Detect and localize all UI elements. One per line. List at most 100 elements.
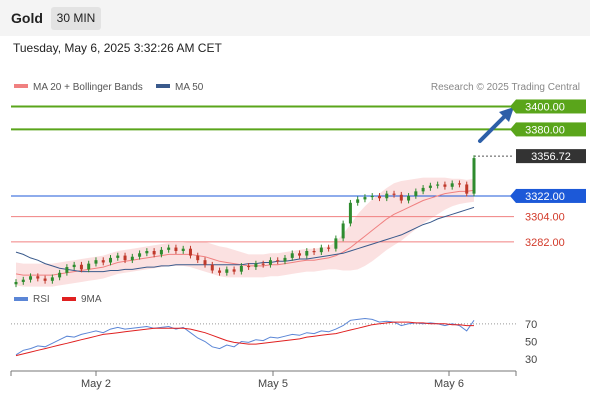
- candle-body: [232, 269, 236, 272]
- credit-text: Research © 2025 Trading Central: [431, 82, 580, 93]
- resistance-level-box: [516, 122, 586, 137]
- support-level-label: 3282.00: [525, 237, 565, 249]
- ma50-legend-swatch: [156, 84, 170, 88]
- candle-body: [14, 281, 18, 285]
- candle-body: [276, 260, 280, 262]
- ma20-legend-label: MA 20 + Bollinger Bands: [33, 82, 143, 93]
- resistance-level-label: 3400.00: [525, 101, 565, 113]
- candle-body: [218, 270, 222, 273]
- candle-body: [65, 267, 69, 273]
- candle-body: [36, 276, 40, 279]
- candle-body: [377, 195, 381, 199]
- resistance-level-label: 3380.00: [525, 124, 565, 136]
- last-price-box: [516, 149, 586, 164]
- candle-body: [101, 260, 105, 263]
- rsi-tick-label: 50: [525, 337, 537, 349]
- candle-body: [174, 247, 178, 251]
- bollinger-band: [16, 177, 474, 287]
- candle-body: [43, 278, 47, 281]
- candle-body: [457, 183, 461, 185]
- time-axis-label: May 6: [434, 378, 464, 390]
- pivot-level-box: [516, 188, 586, 203]
- pivot-level-box-pointer: [510, 188, 516, 203]
- candle-body: [392, 193, 396, 195]
- chart-datetime: Tuesday, May 6, 2025 3:32:26 AM CET: [13, 41, 222, 55]
- candle-body: [268, 260, 272, 265]
- forecast-arrow-shaft: [478, 113, 508, 143]
- candle-body: [283, 257, 287, 262]
- candle-body: [94, 260, 98, 264]
- candle-body: [247, 265, 251, 268]
- ma20-legend-swatch: [14, 84, 28, 88]
- rsi-tick-label: 30: [525, 354, 537, 366]
- candle-body: [159, 249, 163, 255]
- rsi-line: [15, 317, 475, 356]
- candle-body: [188, 248, 192, 256]
- candles: [14, 155, 476, 288]
- rsi-legend-label: RSI: [33, 294, 50, 305]
- timeframe-badge[interactable]: 30 MIN: [51, 7, 101, 30]
- pivot-level-label: 3322.00: [525, 191, 565, 203]
- candle-body: [312, 251, 316, 253]
- candle-body: [399, 194, 403, 201]
- moving-averages: [15, 189, 475, 276]
- time-axis-label: May 5: [258, 378, 288, 390]
- forecast-arrow: [478, 107, 514, 143]
- price-levels: [11, 105, 514, 243]
- candle-body: [414, 191, 418, 196]
- candle-body: [50, 277, 54, 281]
- candle-body: [203, 260, 207, 265]
- candle-body: [348, 202, 352, 224]
- resistance-level-box-pointer: [510, 122, 516, 137]
- candle-body: [116, 255, 120, 258]
- candle-body: [341, 223, 345, 239]
- candle-body: [145, 251, 149, 254]
- instrument-title: Gold: [11, 10, 43, 26]
- candle-body: [196, 255, 200, 261]
- candle-body: [254, 263, 258, 268]
- candle-body: [363, 197, 367, 200]
- candle-body: [385, 193, 389, 199]
- candle-body: [138, 253, 142, 257]
- candle-body: [298, 253, 302, 256]
- time-axis: May 2 May 5 May 6: [10, 370, 517, 390]
- candle-body: [319, 247, 323, 253]
- forecast-arrow-head: [499, 107, 514, 122]
- ma9-legend-swatch: [62, 297, 76, 301]
- candle-body: [225, 269, 229, 273]
- candle-body: [87, 263, 91, 270]
- time-axis-label: May 2: [81, 378, 111, 390]
- candle-body: [450, 183, 454, 187]
- candle-body: [167, 247, 171, 250]
- candle-body: [123, 255, 127, 261]
- candle-body: [305, 251, 309, 256]
- candle-body: [210, 264, 214, 271]
- last-price-label: 3356.72: [531, 151, 571, 163]
- candle-body: [443, 184, 447, 187]
- candle-body: [421, 187, 425, 192]
- ma9-legend-label: 9MA: [81, 294, 102, 305]
- rsi-tick-label: 70: [525, 319, 537, 331]
- candle-body: [407, 195, 411, 201]
- candle-body: [472, 158, 476, 194]
- ma50-legend-label: MA 50: [175, 82, 204, 93]
- candle-body: [436, 184, 440, 186]
- candle-body: [356, 199, 360, 203]
- candle-body: [428, 185, 432, 188]
- candle-body: [334, 238, 338, 249]
- bollinger-band-area: [16, 177, 474, 287]
- ma20-line: [15, 189, 475, 276]
- candle-body: [290, 253, 294, 258]
- candle-body: [327, 247, 331, 249]
- candle-body: [109, 257, 113, 263]
- resistance-level-box: [516, 99, 586, 114]
- support-level-label: 3304.00: [525, 212, 565, 224]
- header-bar: Gold 30 MIN: [0, 0, 590, 36]
- rsi-ma9-line: [15, 321, 474, 357]
- candle-body: [239, 265, 243, 272]
- candle-body: [58, 272, 62, 278]
- candle-body: [370, 195, 374, 198]
- rsi-panel: 70 50 30: [11, 317, 537, 366]
- candle-body: [130, 256, 134, 261]
